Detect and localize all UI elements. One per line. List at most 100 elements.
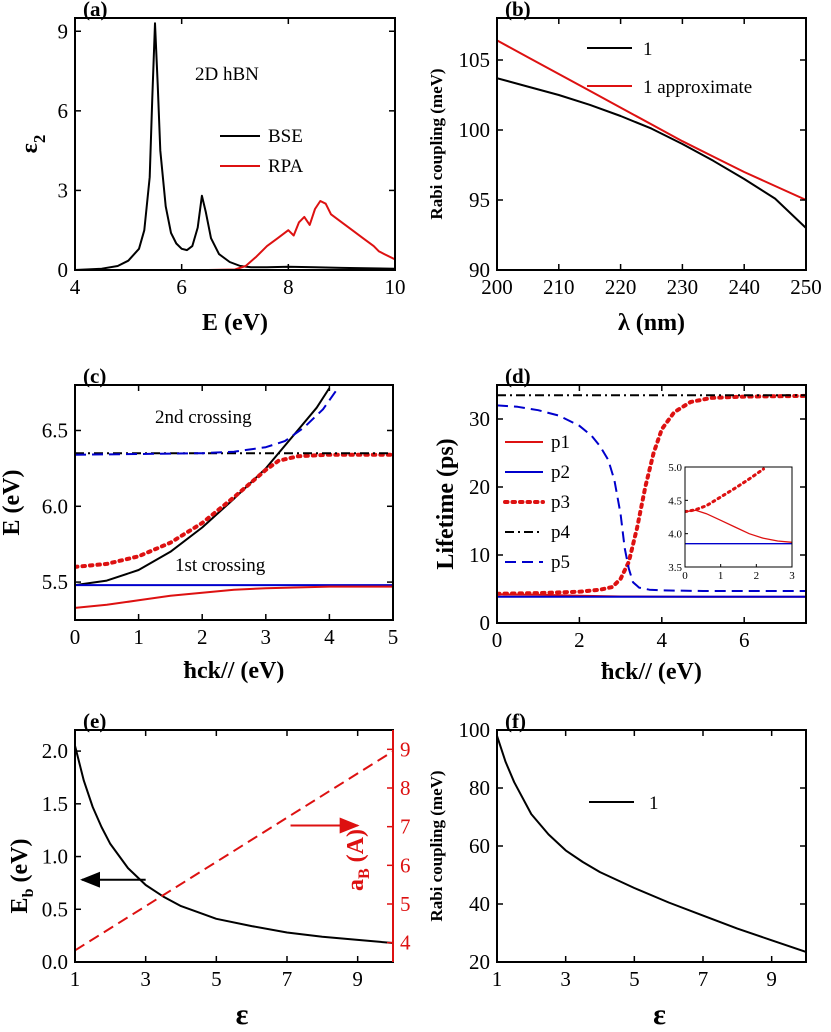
x-tick-label: 230 xyxy=(667,275,699,299)
series-group xyxy=(75,22,395,270)
panel-e: 1 3 5 7 9 0.0 0.5 1.0 1.5 2.0 4 5 6 7 8 9 (e) ε Eb (eV) aB … xyxy=(7,709,411,1031)
y-right-tick-label: 8 xyxy=(400,776,411,800)
x-axis-label: ε xyxy=(653,998,666,1031)
inset-x-tick-label: 0 xyxy=(682,570,688,582)
x-axis-label: E (eV) xyxy=(202,310,268,336)
x-tick-label: 5 xyxy=(388,625,399,649)
x-tick-label: 8 xyxy=(283,275,294,299)
y-axis-label: Rabi coupling (meV) xyxy=(427,68,446,219)
x-tick-label: 2 xyxy=(574,628,585,652)
legend-label-p5: p5 xyxy=(551,552,570,573)
y-axis-label-unit: (eV) xyxy=(7,839,33,889)
series-group xyxy=(497,39,806,229)
y-tick-label: 10 xyxy=(469,543,490,567)
legend-label-p2: p2 xyxy=(551,462,570,483)
inset-y-tick-label: 5.0 xyxy=(668,462,682,474)
series-p5 xyxy=(497,404,806,592)
series-group xyxy=(497,393,806,598)
x-tick-label: 3 xyxy=(140,967,151,991)
legend-label-bse: BSE xyxy=(268,126,303,147)
y-tick-label: 1.5 xyxy=(42,792,68,816)
series-rpa xyxy=(75,200,395,270)
inset-frame xyxy=(684,466,793,568)
series-p3 xyxy=(497,393,806,596)
inset-series-p1 xyxy=(685,509,792,543)
y-tick-label: 1.0 xyxy=(42,845,68,869)
plot-frame xyxy=(496,729,807,963)
x-tick-label: 220 xyxy=(605,275,637,299)
y-tick-label: 2.0 xyxy=(42,739,68,763)
panel-label: (d) xyxy=(505,364,531,388)
inset-series-group xyxy=(685,467,792,545)
series-eb xyxy=(75,745,393,944)
inset-y-tick-label: 4.0 xyxy=(668,529,682,541)
legend-label-1: 1 xyxy=(649,793,659,814)
x-tick-label: 7 xyxy=(282,967,293,991)
panel-f: 1 3 5 7 9 20 40 60 80 100 (f) 1 ε Rabi coupling (meV) xyxy=(427,709,807,1031)
plot-frame xyxy=(74,384,394,621)
x-tick-label: 200 xyxy=(481,275,513,299)
panel-label: (c) xyxy=(83,364,106,388)
y-tick-label: 100 xyxy=(459,718,491,742)
x-tick-label: 4 xyxy=(70,275,81,299)
legend-label-1-approx: 1 approximate xyxy=(643,77,752,98)
x-tick-label: 10 xyxy=(385,275,406,299)
x-tick-label: 0 xyxy=(70,625,81,649)
inset-plot: 0 1 2 3 3.5 4.0 4.5 5.0 xyxy=(668,462,795,582)
inset-x-tick-label: 3 xyxy=(789,570,795,582)
x-tick-label: 9 xyxy=(766,967,777,991)
y-axis-label: E (eV) xyxy=(0,470,25,536)
y-tick-label: 0.0 xyxy=(42,950,68,974)
y-tick-label: 0 xyxy=(58,258,69,282)
y-tick-label: 60 xyxy=(469,834,490,858)
y-tick-label: 5.5 xyxy=(42,570,68,594)
y-tick-label: 9 xyxy=(58,19,69,43)
y-right-tick-label: 9 xyxy=(400,737,411,761)
legend-label-p3: p3 xyxy=(551,492,570,513)
series-ab xyxy=(75,750,393,952)
y-right-tick-label: 6 xyxy=(400,853,411,877)
x-tick-label: 210 xyxy=(543,275,575,299)
x-tick-label: 6 xyxy=(176,275,187,299)
x-tick-label: 9 xyxy=(352,967,363,991)
series-group xyxy=(497,735,806,953)
panel-label: (a) xyxy=(83,0,108,21)
y-tick-label: 0 xyxy=(480,611,491,635)
panel-c: 0 1 2 3 4 5 5.5 6.0 6.5 (c) 2nd crossing 1st crossi… xyxy=(0,364,398,684)
inset-background xyxy=(685,467,792,567)
series-photon xyxy=(75,387,331,587)
y-tick-label: 6.5 xyxy=(42,418,68,442)
y-tick-label: 6.0 xyxy=(42,494,68,518)
plot-frame xyxy=(496,384,807,624)
y-axis-label: Lifetime (ps) xyxy=(433,438,459,569)
y-tick-label: 100 xyxy=(459,118,491,142)
y-tick-label: 80 xyxy=(469,776,490,800)
annotation-1st-crossing: 1st crossing xyxy=(175,555,266,576)
legend-label-rpa: RPA xyxy=(268,156,303,177)
y-tick-label: 0.5 xyxy=(42,897,68,921)
y-axis-label: ε2 xyxy=(17,135,49,154)
plot-frame xyxy=(496,17,807,271)
panel-b: 200 210 220 230 240 250 90 95 100 105 (b) 1 1 approx… xyxy=(427,0,822,336)
series-1 xyxy=(497,735,806,953)
x-tick-label: 1 xyxy=(492,967,503,991)
plot-frame xyxy=(74,17,396,271)
y-tick-label: 20 xyxy=(469,950,490,974)
panel-a: 4 6 8 10 0 3 6 9 (a) 2D hBN BSE RPA E (eV) ε2 xyxy=(17,0,406,336)
panel-d: 0 2 4 6 0 10 20 30 (d) p1 p2 p3 p4 p5 0 1 2 3 3.5 4.0 4.5 5.0… xyxy=(433,364,807,685)
y-axis-label: Rabi coupling (meV) xyxy=(427,770,446,921)
series-p5 xyxy=(75,390,337,456)
x-tick-label: 3 xyxy=(261,625,272,649)
y-right-tick-label: 5 xyxy=(400,892,411,916)
inset-y-tick-label: 3.5 xyxy=(668,562,682,574)
panel-label: (e) xyxy=(83,709,106,733)
inset-x-tick-label: 1 xyxy=(718,570,724,582)
x-tick-label: 1 xyxy=(133,625,144,649)
x-tick-label: 6 xyxy=(739,628,750,652)
y-right-axis-label-unit: (A) xyxy=(343,829,369,868)
x-tick-label: 4 xyxy=(657,628,668,652)
annotation-2nd-crossing: 2nd crossing xyxy=(155,407,252,428)
x-tick-label: 1 xyxy=(70,967,81,991)
series-group xyxy=(75,745,393,952)
